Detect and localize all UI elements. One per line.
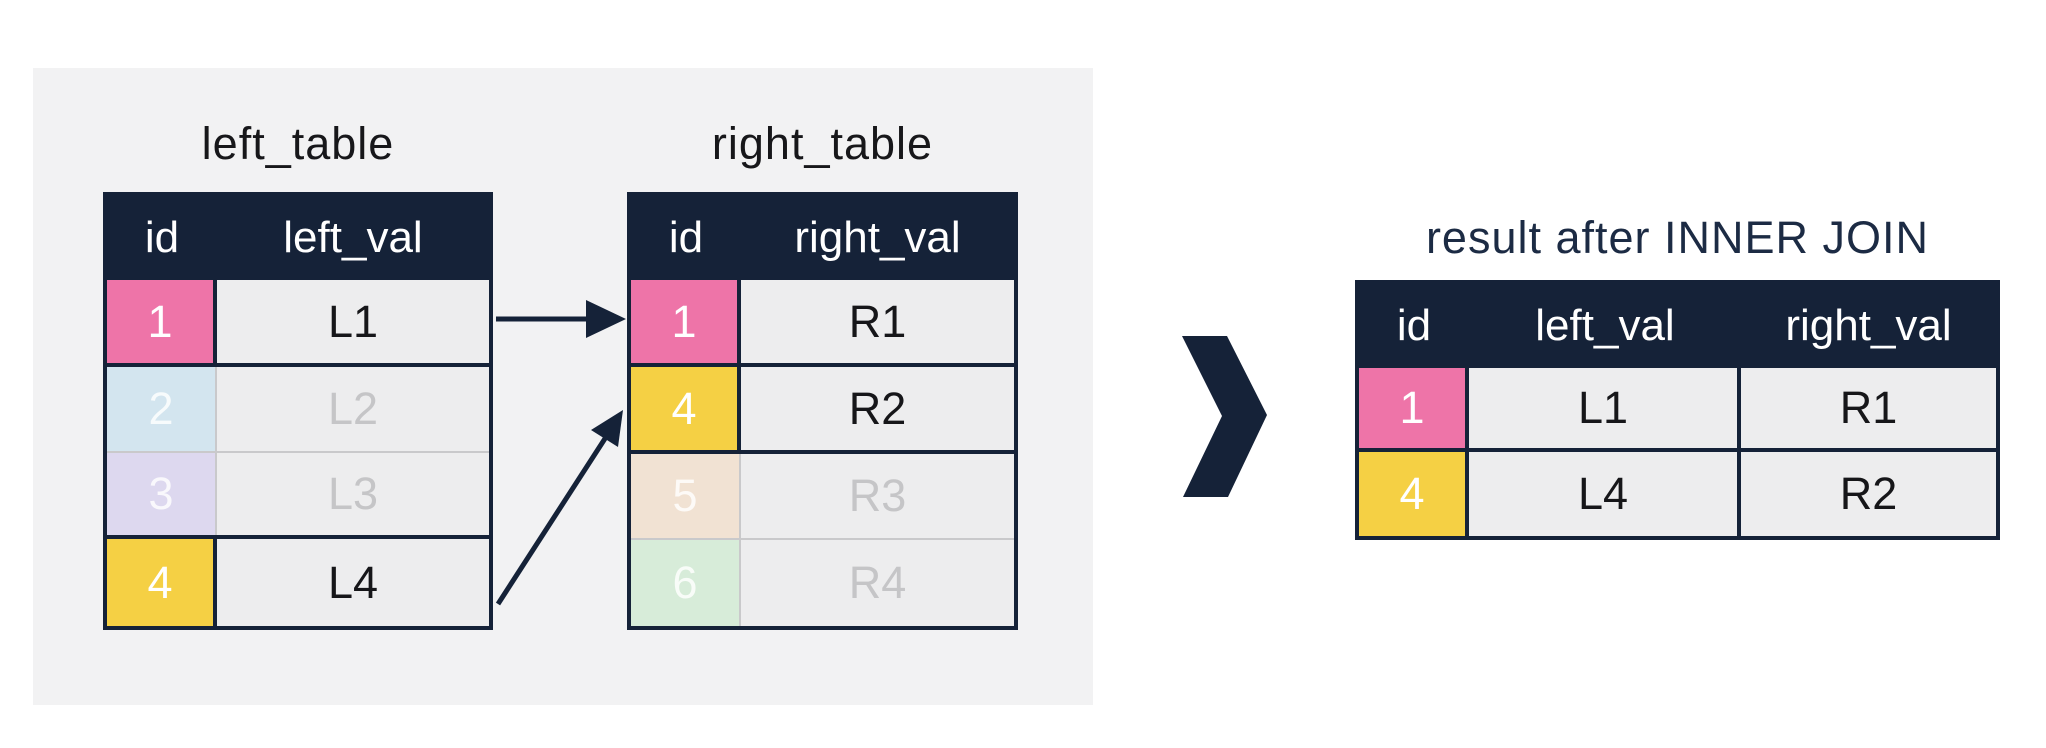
value-cell: L1	[217, 280, 489, 363]
result-table-col-left-val: left_val	[1535, 301, 1675, 350]
table-row: 1 L1 R1	[1359, 368, 1996, 452]
table-row: 3 L3	[107, 453, 489, 539]
id-cell: 1	[631, 280, 741, 363]
right-table: id right_val 1 R1 4 R2 5 R3 6 R4	[627, 192, 1018, 630]
value-cell: R2	[741, 367, 1014, 450]
value-cell: L2	[217, 367, 489, 451]
id-cell: 1	[1359, 368, 1469, 448]
left-table-col-id: id	[144, 213, 180, 262]
result-table-title: result after INNER JOIN	[1425, 212, 1930, 263]
result-chevron-icon	[1182, 336, 1267, 497]
table-row: 2 L2	[107, 367, 489, 453]
value-cell: R1	[741, 280, 1014, 363]
result-table-col-right-val: right_val	[1785, 301, 1952, 350]
result-table-header: id left_val right_val	[1359, 284, 1996, 368]
id-cell: 1	[107, 280, 217, 363]
id-cell: 4	[107, 539, 217, 626]
right-table-title: right_table	[711, 118, 934, 169]
id-cell: 6	[631, 540, 741, 626]
table-row: 4 R2	[631, 367, 1014, 454]
id-cell: 4	[631, 367, 741, 450]
right-table-col-right-val: right_val	[794, 213, 961, 262]
left-table-col-left-val: left_val	[283, 213, 423, 262]
value-cell: R3	[741, 454, 1014, 538]
value-cell: R1	[1741, 368, 1996, 448]
table-row: 5 R3	[631, 454, 1014, 540]
value-cell: L4	[217, 539, 489, 626]
value-cell: L1	[1469, 368, 1741, 448]
table-row: 4 L4	[107, 539, 489, 626]
id-cell: 5	[631, 454, 741, 538]
right-table-header: id right_val	[631, 196, 1014, 280]
id-cell: 2	[107, 367, 217, 451]
value-cell: L3	[217, 453, 489, 535]
value-cell: L4	[1469, 452, 1741, 536]
left-table-title: left_table	[201, 118, 395, 169]
table-row: 6 R4	[631, 540, 1014, 626]
value-cell: R2	[1741, 452, 1996, 536]
value-cell: R4	[741, 540, 1014, 626]
id-cell: 4	[1359, 452, 1469, 536]
left-table-header: id left_val	[107, 196, 489, 280]
table-row: 4 L4 R2	[1359, 452, 1996, 536]
right-table-col-id: id	[668, 213, 704, 262]
id-cell: 3	[107, 453, 217, 535]
table-row: 1 L1	[107, 280, 489, 367]
left-table: id left_val 1 L1 2 L2 3 L3 4 L4	[103, 192, 493, 630]
result-table: id left_val right_val 1 L1 R1 4 L4 R2	[1355, 280, 2000, 540]
table-row: 1 R1	[631, 280, 1014, 367]
result-table-col-id: id	[1396, 301, 1432, 350]
